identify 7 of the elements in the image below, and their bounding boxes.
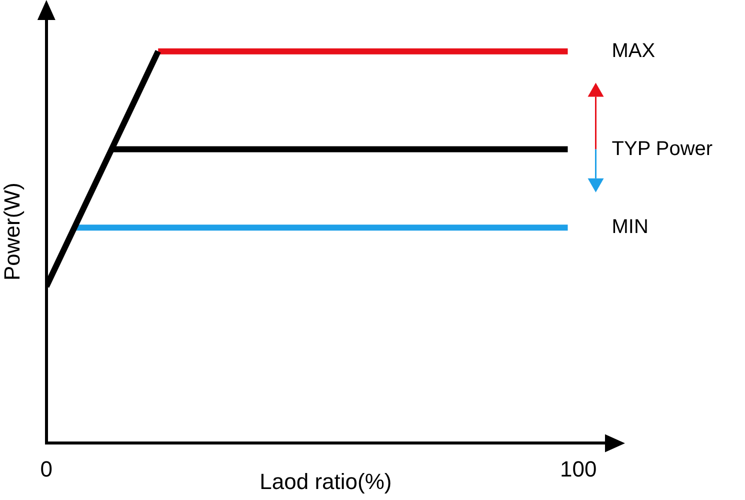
y-axis-title: Power(W): [0, 182, 24, 280]
x-tick-label: 100: [560, 456, 597, 482]
text: MAX: [612, 40, 656, 62]
x-tick-label: 0: [40, 456, 53, 482]
x-axis-title: Laod ratio(%): [260, 468, 392, 494]
text: TYP Power: [612, 138, 713, 160]
legend-label: MIN: [612, 216, 648, 238]
